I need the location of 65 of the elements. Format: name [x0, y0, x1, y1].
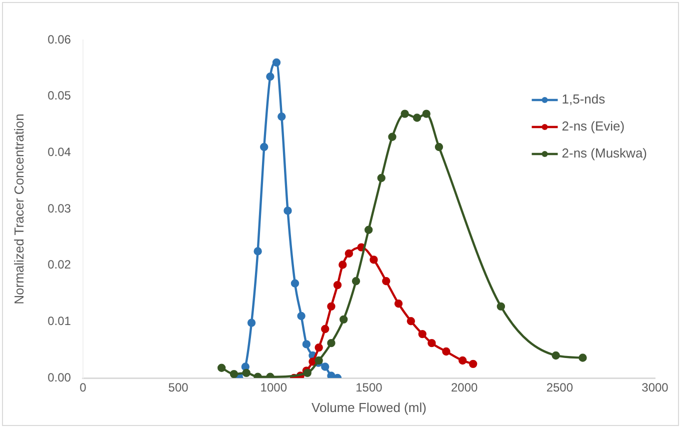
point	[314, 343, 323, 352]
point	[260, 142, 268, 152]
x-tick-label: 3000	[642, 380, 669, 395]
point	[297, 312, 306, 320]
point	[272, 58, 281, 67]
point	[327, 302, 336, 311]
point	[327, 338, 336, 348]
x-axis-title: Volume Flowed (ml)	[312, 400, 426, 415]
point	[290, 279, 300, 288]
point	[340, 315, 348, 324]
point	[418, 330, 426, 338]
y-axis-title: Normalized Tracer Concentration	[11, 114, 26, 304]
point	[333, 280, 342, 290]
y-tick-label: 0.03	[48, 201, 72, 216]
point	[442, 347, 450, 356]
point	[321, 362, 330, 371]
point	[468, 360, 478, 368]
y-tick-label: 0.02	[48, 258, 72, 272]
point	[412, 114, 422, 122]
point	[302, 340, 311, 348]
point	[370, 256, 378, 264]
point	[266, 72, 274, 81]
point	[338, 260, 347, 269]
point	[388, 132, 396, 141]
point	[578, 354, 587, 362]
legend-label: 2-ns (Evie)	[562, 118, 625, 134]
point	[241, 362, 250, 371]
y-tick-label: 0.01	[48, 314, 72, 328]
point	[284, 206, 292, 215]
point	[321, 324, 330, 334]
y-tick-label: 0.06	[48, 32, 72, 46]
point	[364, 226, 373, 234]
point	[314, 356, 323, 365]
y-tick-label: 0.00	[48, 370, 72, 384]
point	[552, 351, 560, 360]
point	[428, 338, 436, 348]
point	[278, 112, 286, 121]
point	[230, 370, 238, 378]
point	[382, 277, 390, 286]
point	[344, 249, 354, 258]
x-tick-label: 0	[80, 380, 87, 395]
point	[217, 364, 226, 372]
point	[406, 317, 416, 326]
point	[352, 277, 360, 286]
y-tick-label: 0.05	[48, 88, 72, 103]
x-tick-label: 2000	[450, 380, 478, 395]
x-tick-label: 500	[168, 380, 189, 395]
x-tick-label: 1500	[356, 380, 383, 395]
point	[422, 110, 430, 118]
point	[327, 372, 336, 378]
point	[496, 302, 506, 311]
point	[394, 300, 403, 308]
point	[400, 110, 409, 118]
x-tick-label: 1000	[260, 380, 288, 395]
y-tick-label: 0.04	[48, 144, 72, 159]
x-tick-label: 2500	[546, 380, 574, 395]
point	[242, 368, 250, 378]
point	[247, 318, 256, 327]
point	[377, 174, 386, 182]
point	[254, 247, 262, 256]
legend-label: 1,5-nds	[562, 92, 606, 107]
point	[434, 142, 444, 152]
point	[303, 368, 312, 378]
point	[458, 356, 467, 365]
legend-label: 2-ns (Muskwa)	[562, 146, 648, 161]
